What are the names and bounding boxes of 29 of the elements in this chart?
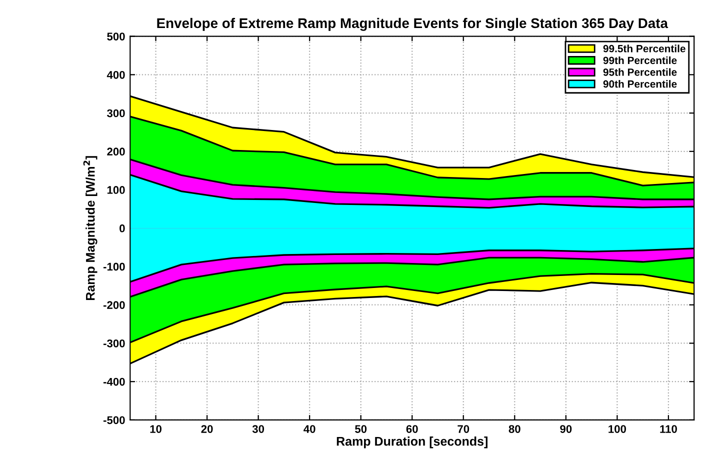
x-tick-label: 20: [201, 425, 213, 433]
x-tick-label: 10: [150, 425, 162, 433]
x-tick-label: 90: [560, 425, 572, 433]
x-tick-label: 110: [660, 425, 677, 433]
x-tick-label: 100: [608, 425, 626, 433]
legend-label: 99th Percentile: [603, 56, 677, 64]
y-tick-label: 400: [106, 70, 125, 79]
x-tick-label: 40: [304, 425, 316, 433]
y-tick-label: 200: [107, 148, 125, 156]
legend-label: 95th Percentile: [603, 68, 677, 76]
y-tick-label: -100: [103, 262, 125, 271]
y-tick-label: 500: [107, 32, 125, 40]
y-tick-label: 0: [120, 224, 125, 232]
chart-title: Envelope of Extreme Ramp Magnitude Events for Single Station 365 Day Data: [157, 18, 668, 31]
legend-label: 90th Percentile: [603, 80, 677, 88]
y-tick-label: 300: [107, 109, 125, 118]
x-tick-label: 80: [508, 425, 520, 433]
y-tick-label: -300: [103, 339, 125, 348]
y-tick-label: -200: [103, 301, 125, 309]
y-tick-label: 100: [107, 186, 125, 194]
x-tick-label: 50: [355, 425, 367, 433]
y-tick-label: -400: [103, 378, 125, 386]
x-axis-title: Ramp Duration [seconds]: [336, 436, 488, 448]
y-tick-label: -500: [103, 416, 125, 424]
y-axis-title: Ramp Magnitude [W/m$^{2}$]: [83, 156, 98, 300]
x-tick-label: 70: [458, 425, 470, 433]
x-tick-label: 60: [406, 425, 418, 433]
legend-label: 99.5th Percentile: [603, 44, 686, 52]
x-tick-label: 30: [252, 425, 264, 433]
